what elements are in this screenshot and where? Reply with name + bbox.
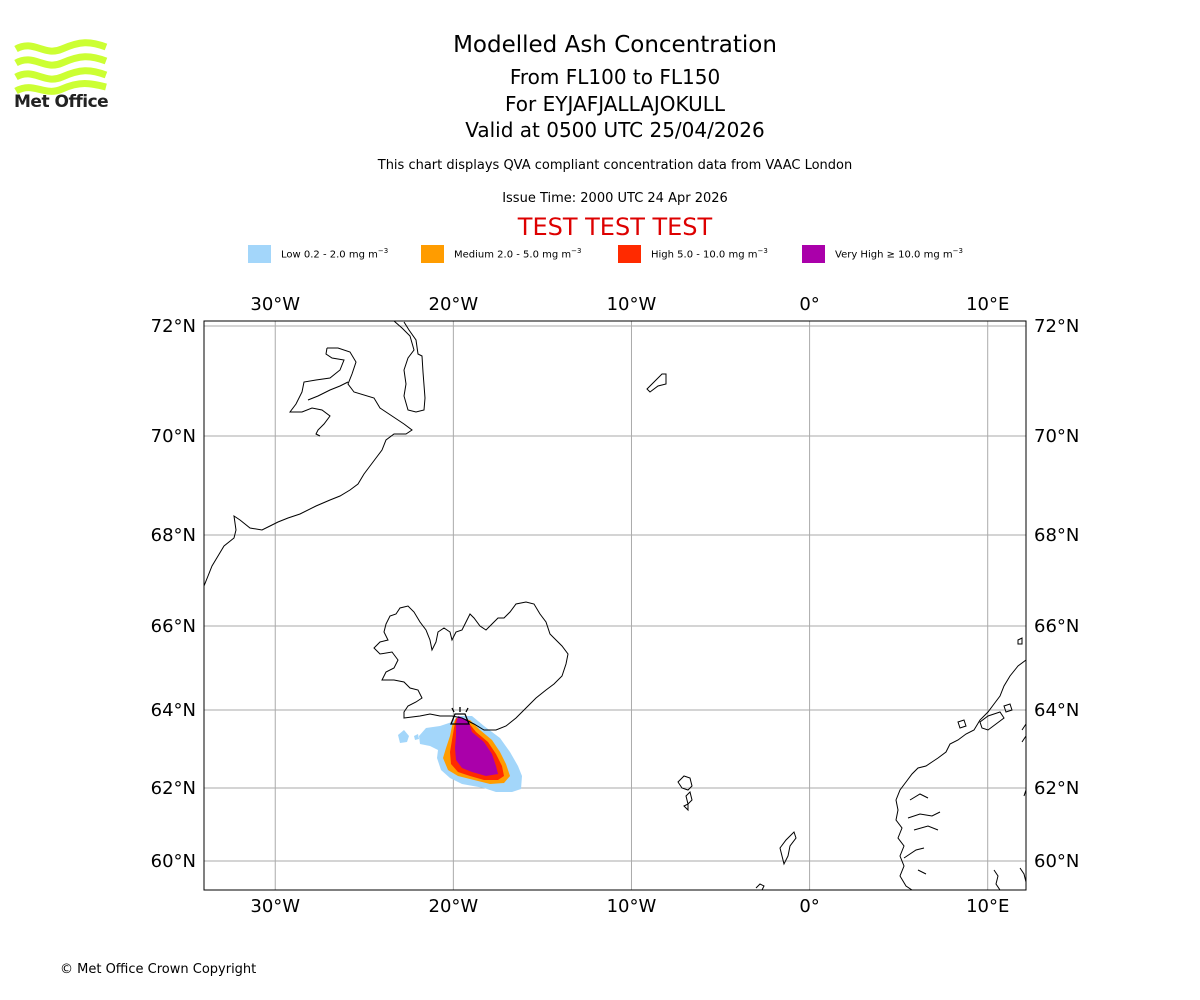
lat-label-right: 62°N: [1034, 778, 1079, 799]
flight-levels: From FL100 to FL150: [509, 65, 721, 89]
ash-cloud: [398, 716, 522, 792]
lon-label-top: 30°W: [250, 294, 300, 315]
legend-label-high: High 5.0 - 10.0 mg m−3: [651, 247, 768, 261]
lon-label-bottom: 10°E: [966, 896, 1009, 917]
chart-title: Modelled Ash Concentration: [453, 32, 777, 58]
coastline-greenland-fjord: [204, 347, 413, 587]
coastline-orkney: [755, 883, 765, 890]
legend-item-low: Low 0.2 - 2.0 mg m−3: [248, 244, 388, 264]
ash-map: 30°W 20°W 10°W 0° 10°E 30°W 20°W 10°W 0°…: [151, 294, 1080, 917]
test-banner: TEST TEST TEST: [517, 213, 713, 241]
met-office-logo-text: Met Office: [14, 92, 109, 112]
lat-label-right: 72°N: [1034, 316, 1079, 337]
lat-label-left: 72°N: [151, 316, 196, 337]
legend-swatch-medium: [421, 245, 444, 263]
ash-low-fragment: [398, 730, 409, 743]
issue-time: Issue Time: 2000 UTC 24 Apr 2026: [502, 191, 728, 206]
coastline-norway: [895, 659, 1026, 890]
lon-label-bottom: 10°W: [607, 896, 657, 917]
legend-item-high: High 5.0 - 10.0 mg m−3: [618, 244, 768, 264]
lat-label-left: 68°N: [151, 525, 196, 546]
legend-label-medium: Medium 2.0 - 5.0 mg m−3: [454, 247, 582, 261]
coastline-faroe-islands: [677, 775, 693, 812]
legend-swatch-very-high: [802, 245, 825, 263]
coastline-iceland: [373, 601, 569, 731]
coastline-norway-fjords: [903, 723, 1026, 890]
coastline-jan-mayen: [646, 373, 667, 393]
lat-label-left: 64°N: [151, 700, 196, 721]
lon-label-top: 0°: [799, 294, 819, 315]
lat-label-left: 66°N: [151, 616, 196, 637]
lon-label-top: 10°E: [966, 294, 1009, 315]
coastline-greenland-inlet: [289, 347, 345, 437]
ash-very-high: [455, 716, 498, 776]
lon-label-bottom: 30°W: [250, 896, 300, 917]
lon-label-bottom: 20°W: [429, 896, 479, 917]
legend-swatch-high: [618, 245, 641, 263]
legend-label-very-high: Very High ≥ 10.0 mg m−3: [835, 247, 963, 261]
map-background: [204, 321, 1026, 890]
legend-item-medium: Medium 2.0 - 5.0 mg m−3: [421, 244, 581, 264]
gridlines: [204, 321, 1026, 890]
lat-label-left: 70°N: [151, 426, 196, 447]
ash-low-fragment-2: [414, 734, 419, 740]
map-frame: [203, 320, 1027, 891]
lon-label-top: 20°W: [429, 294, 479, 315]
lon-label-top: 10°W: [607, 294, 657, 315]
legend-item-very-high: Very High ≥ 10.0 mg m−3: [802, 244, 963, 264]
met-office-logo: [14, 39, 108, 95]
coastline-shetland: [779, 831, 797, 866]
legend-swatch-low: [248, 245, 271, 263]
legend-label-low: Low 0.2 - 2.0 mg m−3: [281, 247, 389, 261]
valid-time: Valid at 0500 UTC 25/04/2026: [465, 118, 765, 142]
axis-labels: 30°W 20°W 10°W 0° 10°E 30°W 20°W 10°W 0°…: [151, 294, 1080, 917]
lon-label-bottom: 0°: [799, 896, 819, 917]
volcano-name: For EYJAFJALLAJOKULL: [505, 92, 725, 116]
coastlines: [204, 321, 1026, 890]
lat-label-right: 60°N: [1034, 851, 1079, 872]
coastline-greenland: [393, 321, 426, 413]
lat-label-left: 62°N: [151, 778, 196, 799]
lat-label-right: 68°N: [1034, 525, 1079, 546]
coastline-norway-islands: [957, 637, 1023, 731]
copyright: © Met Office Crown Copyright: [60, 962, 257, 977]
lat-label-right: 70°N: [1034, 426, 1079, 447]
lat-label-right: 64°N: [1034, 700, 1079, 721]
volcano-marker: [450, 707, 470, 725]
lat-label-right: 66°N: [1034, 616, 1079, 637]
lat-label-left: 60°N: [151, 851, 196, 872]
chart-description: This chart displays QVA compliant concen…: [377, 158, 853, 173]
coastline-greenland-peninsula: [307, 381, 349, 401]
volcano-icon: [450, 707, 470, 725]
